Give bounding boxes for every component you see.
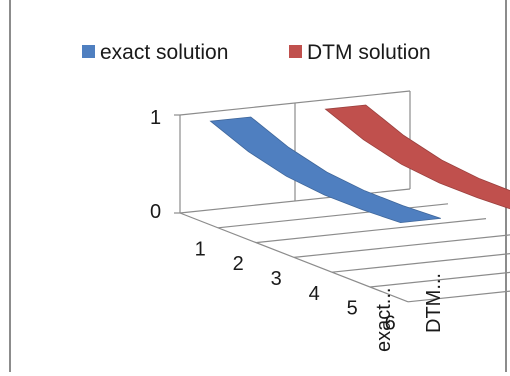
y-tick-label: 1	[150, 107, 161, 129]
series-dtm-solution	[324, 104, 510, 210]
x-tick-label: 4	[309, 283, 320, 305]
legend-swatch	[82, 45, 95, 58]
floor-right-edge	[407, 290, 510, 303]
series-ribbon	[209, 116, 441, 224]
chart-frame	[9, 0, 507, 372]
legend: exact solution DTM solution	[82, 41, 431, 64]
chart-walls	[174, 90, 510, 303]
floor-gridline	[369, 271, 510, 288]
legend-label: DTM solution	[307, 41, 431, 64]
x-tick-label: 6	[385, 312, 396, 334]
series-group	[209, 104, 510, 224]
x-tick-label: 2	[233, 253, 244, 275]
x-tick-label: 3	[271, 268, 282, 290]
series-exact-solution	[209, 116, 441, 224]
series-ribbon	[324, 104, 510, 210]
x-tick-label: 1	[195, 238, 206, 260]
floor-gridline	[293, 234, 510, 258]
legend-label: exact solution	[100, 41, 228, 64]
depth-tick-label: DTM...	[423, 273, 445, 333]
x-tick-label: 5	[347, 298, 358, 320]
depth-tick-label: exact...	[373, 288, 395, 352]
y-tick-label: 0	[150, 201, 161, 223]
floor-gridline	[255, 218, 487, 244]
floor-gridline	[331, 253, 510, 273]
legend-swatch	[289, 45, 302, 58]
